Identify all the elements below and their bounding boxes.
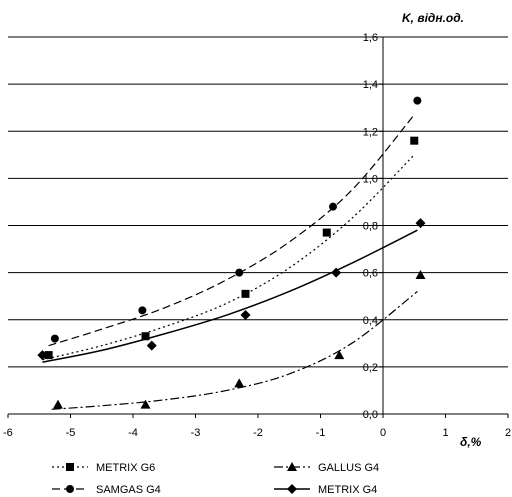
axes bbox=[7, 36, 509, 418]
x-tick-label: 1 bbox=[442, 427, 448, 439]
legend: METRIX G6 GALLUS G4 SAMGAS G4 METRIX G4 bbox=[52, 462, 379, 496]
data-point bbox=[415, 218, 426, 229]
data-point bbox=[138, 306, 147, 315]
data-point bbox=[235, 268, 244, 277]
y-tick-label: 1,2 bbox=[363, 126, 378, 138]
legend-label: METRIX G4 bbox=[318, 484, 377, 496]
legend-marker bbox=[66, 463, 74, 471]
y-tick-label: 0,2 bbox=[363, 362, 378, 374]
legend-label: GALLUS G4 bbox=[318, 462, 379, 474]
y-tick-label: 1,6 bbox=[363, 32, 378, 44]
x-tick-label: -1 bbox=[316, 427, 326, 439]
y-tick-label: 0,4 bbox=[363, 315, 378, 327]
data-point bbox=[37, 350, 48, 361]
data-point bbox=[240, 310, 251, 321]
trendline-0 bbox=[42, 154, 415, 361]
data-points bbox=[37, 96, 426, 409]
data-point bbox=[44, 351, 53, 360]
y-tick-label: 1,4 bbox=[363, 79, 378, 91]
x-tick-label: -5 bbox=[66, 427, 76, 439]
tick-labels: 0,0 0,2 0,4 0,6 0,8 1,0 1,2 1,4 1,6 -6 -5 -4 -3 -2 -1 0… bbox=[3, 32, 511, 439]
data-point bbox=[415, 269, 426, 279]
data-point bbox=[413, 96, 422, 105]
data-point bbox=[53, 399, 63, 409]
trendline-1 bbox=[51, 291, 418, 410]
data-point bbox=[331, 267, 342, 278]
legend-label: SAMGAS G4 bbox=[96, 484, 161, 496]
gridlines bbox=[8, 36, 508, 368]
x-axis-title: δ,% bbox=[460, 435, 482, 449]
x-tick-label: 2 bbox=[505, 427, 511, 439]
x-tick-label: -2 bbox=[253, 427, 263, 439]
x-tick-label: -3 bbox=[191, 427, 201, 439]
y-tick-label: 0,8 bbox=[363, 221, 378, 233]
data-point bbox=[50, 334, 59, 343]
legend-marker bbox=[66, 485, 74, 493]
legend-marker bbox=[287, 484, 297, 494]
x-tick-label: -6 bbox=[3, 427, 13, 439]
trendline-2 bbox=[48, 114, 415, 347]
y-tick-label: 1,0 bbox=[363, 173, 378, 185]
legend-label: METRIX G6 bbox=[96, 462, 155, 474]
x-tick-label: 0 bbox=[380, 427, 386, 439]
data-point bbox=[140, 399, 151, 409]
x-tick-label: -4 bbox=[128, 427, 138, 439]
data-point bbox=[141, 332, 150, 341]
data-point bbox=[234, 378, 245, 388]
trendline-3 bbox=[42, 229, 418, 363]
y-axis-title: K, відн.од. bbox=[402, 11, 464, 25]
data-point bbox=[410, 136, 419, 145]
data-point bbox=[334, 350, 345, 360]
data-point bbox=[146, 340, 157, 351]
trendlines bbox=[42, 114, 418, 410]
data-point bbox=[322, 228, 331, 237]
y-tick-label: 0,6 bbox=[363, 268, 378, 280]
legend-marker bbox=[287, 462, 297, 471]
data-point bbox=[329, 202, 337, 211]
y-tick-label: 0,0 bbox=[363, 409, 378, 421]
data-point bbox=[241, 289, 250, 298]
